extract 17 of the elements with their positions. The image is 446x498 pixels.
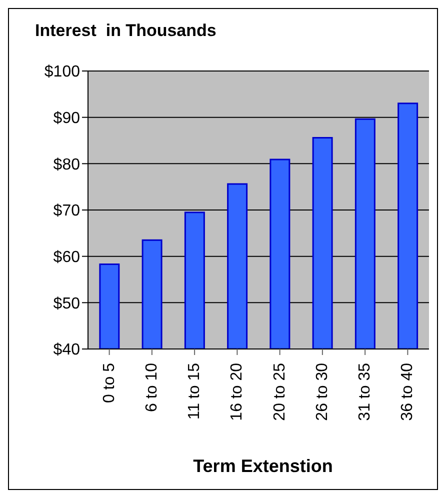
x-tick-label: 26 to 30 xyxy=(314,362,331,421)
y-tick-label: $80 xyxy=(53,156,80,174)
x-tick-label: 11 to 15 xyxy=(186,362,204,420)
x-tick-label: 36 to 40 xyxy=(399,362,416,421)
x-tick-label: 31 to 35 xyxy=(356,362,374,421)
y-tick-label: $50 xyxy=(53,295,80,312)
y-tick-label: $70 xyxy=(53,202,80,220)
y-tick-label: $40 xyxy=(53,342,80,359)
x-tick-label: 6 to 10 xyxy=(143,362,160,412)
x-axis-title: Term Extenstion xyxy=(192,456,334,477)
y-tick-label: $60 xyxy=(53,249,80,266)
y-tick-label: $90 xyxy=(53,110,80,128)
chart-title: Interest in Thousands xyxy=(35,21,216,41)
x-tick-label: 20 to 25 xyxy=(271,362,288,421)
x-tick-label: 0 to 5 xyxy=(100,362,118,404)
x-tick-label: 16 to 20 xyxy=(228,362,246,421)
y-tick-label: $100 xyxy=(44,64,80,81)
